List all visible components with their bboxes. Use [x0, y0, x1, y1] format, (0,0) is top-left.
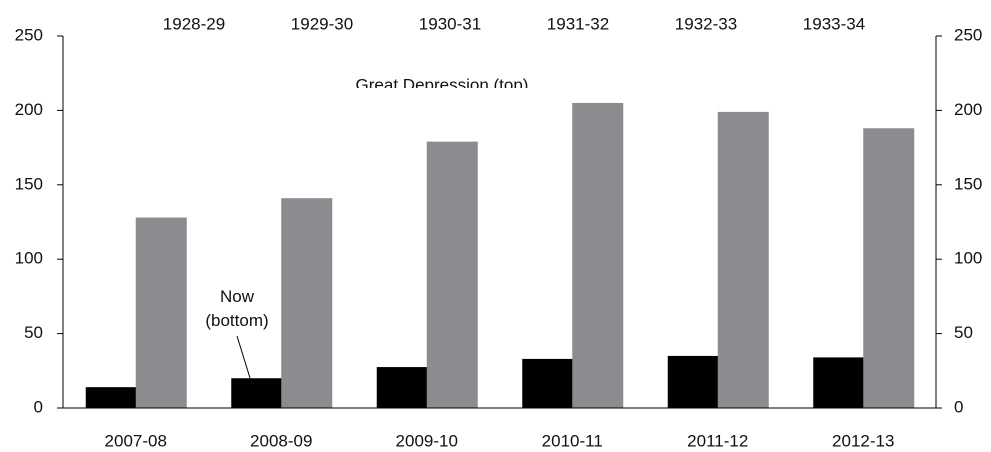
- annotation: Great Depression (top): [356, 75, 529, 94]
- top-x-label: 1928-29: [163, 14, 225, 33]
- bar: [717, 111, 769, 408]
- bar: [813, 357, 865, 408]
- x-tick-label: 2008-09: [250, 431, 312, 450]
- bar: [135, 217, 187, 408]
- x-tick-label: 2007-08: [105, 431, 167, 450]
- y2-tick-label: 50: [954, 323, 973, 342]
- y2-tick-label: 150: [954, 174, 982, 193]
- y-tick-label: 0: [34, 397, 43, 416]
- bar: [426, 141, 478, 408]
- y-tick-label: 50: [24, 323, 43, 342]
- y-tick-label: 250: [15, 25, 43, 44]
- x-tick-label: 2012-13: [832, 431, 894, 450]
- x-tick-label: 2009-10: [396, 431, 458, 450]
- bar: [863, 128, 915, 409]
- y2-tick-label: 200: [954, 100, 982, 119]
- annotation-arrow: [236, 335, 251, 379]
- bar: [281, 198, 333, 408]
- bar: [572, 102, 624, 409]
- annotation-group: Great Depression (top): [356, 75, 529, 94]
- y-tick-label: 200: [15, 100, 43, 119]
- annotation: Now (bottom): [205, 287, 268, 330]
- top-x-label: 1930-31: [419, 14, 481, 33]
- y2-tick-label: 250: [954, 25, 982, 44]
- bar: [667, 355, 719, 408]
- y-tick-label: 100: [15, 249, 43, 268]
- top-x-label: 1931-32: [547, 14, 609, 33]
- y2-tick-label: 0: [954, 397, 963, 416]
- y-tick-label: 150: [15, 174, 43, 193]
- bar: [376, 367, 428, 408]
- top-x-label: 1933-34: [803, 14, 865, 33]
- x-tick-label: 2011-12: [687, 431, 748, 450]
- bar: [231, 378, 283, 408]
- top-x-label: 1932-33: [675, 14, 737, 33]
- bar: [85, 387, 137, 408]
- top-x-label: 1929-30: [291, 14, 353, 33]
- y2-tick-label: 100: [954, 249, 982, 268]
- x-tick-label: 2010-11: [542, 431, 603, 450]
- bar: [522, 358, 574, 408]
